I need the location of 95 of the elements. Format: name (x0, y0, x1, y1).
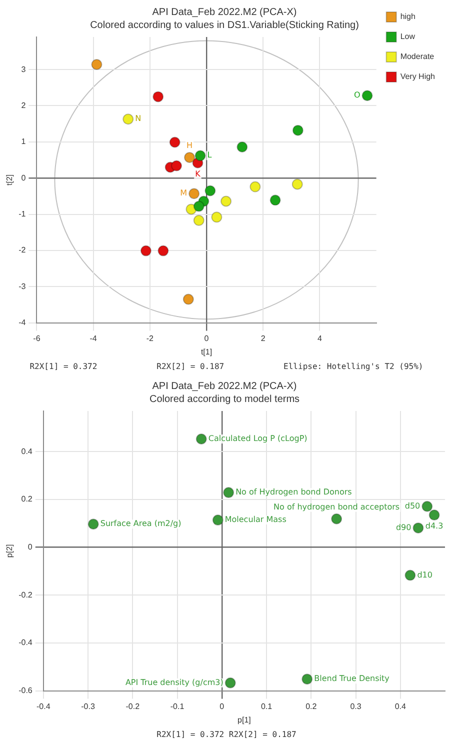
chart-subtitle: Colored according to values in DS1.Variable(Sticking Rating) (90, 20, 359, 31)
x-tick-label: 0.1 (260, 702, 273, 711)
point (196, 433, 207, 444)
annotation: K (195, 169, 202, 178)
y-tick-label: 0 (21, 173, 26, 182)
annotation: Surface Area (m2/g) (100, 519, 182, 528)
x-tick-label: 2 (260, 334, 266, 343)
chart-subtitle: Colored according to model terms (149, 394, 300, 405)
legend-label: Very High (400, 72, 436, 82)
y-tick-label: -0.4 (18, 638, 33, 648)
point (220, 196, 232, 207)
point (302, 674, 313, 685)
point (91, 58, 102, 70)
point (270, 194, 281, 206)
annotation: API True density (g/cm3) (125, 678, 224, 687)
text: R2X[1] = 0.372 (30, 362, 98, 370)
point (193, 214, 204, 226)
point (404, 570, 416, 581)
annotation: O (354, 90, 360, 100)
annotation: d50 (404, 501, 420, 510)
annotation: Calculated Log P (cLogP) (208, 434, 308, 444)
y-tick-label: 2 (21, 100, 26, 110)
point (194, 150, 206, 162)
point (158, 245, 169, 256)
point (152, 91, 164, 102)
y-tick-label: 3 (21, 64, 26, 74)
text: R2X[1] = 0.372 R2X[2] = 0.187 (156, 730, 296, 738)
y-tick-label: 0 (28, 542, 33, 552)
point (223, 487, 234, 498)
y-tick-label: -3 (18, 282, 26, 291)
annotation: Molecular Mass (224, 515, 286, 524)
annotation: d90 (396, 523, 412, 532)
y-tick-label: 0.2 (21, 494, 33, 504)
text: Ellipse: Hotelling's T2 (95%) (284, 362, 424, 370)
annotation: H (186, 141, 193, 150)
y-tick-label: -0.6 (18, 686, 33, 696)
y-axis-title: p[2] (5, 544, 14, 558)
y-tick-label: 1 (21, 137, 26, 146)
x-tick-label: -0.4 (36, 702, 51, 711)
point (236, 141, 248, 152)
point (250, 181, 261, 192)
x-tick-label: -6 (33, 334, 41, 343)
x-tick-label: 0.4 (394, 702, 406, 711)
x-tick-label: -2 (146, 334, 154, 343)
annotation: M (180, 188, 188, 198)
y-tick-label: -4 (18, 318, 26, 328)
point (88, 518, 99, 530)
x-tick-label: 0.2 (306, 702, 318, 711)
point (171, 160, 182, 172)
chart-title: API Data_Feb 2022.M2 (PCA-X) (152, 6, 297, 18)
x-tick-label: -0.3 (81, 702, 96, 711)
chart-title: API Data_Feb 2022.M2 (PCA-X) (152, 380, 297, 392)
x-tick-label: -0.2 (126, 702, 140, 711)
point (204, 185, 216, 196)
point (140, 245, 152, 256)
point (188, 188, 200, 200)
y-tick-label: -1 (18, 209, 26, 218)
x-axis-title: p[1] (238, 715, 251, 724)
legend-label: Low (400, 32, 416, 42)
y-tick-label: -0.2 (18, 590, 33, 600)
x-axis-title: t[1] (200, 347, 212, 356)
x-tick-label: -0.1 (170, 702, 185, 711)
point (211, 212, 222, 223)
point (122, 114, 134, 125)
legend-label: high (400, 12, 416, 22)
y-tick-label: -2 (18, 246, 26, 255)
annotation: d4.3 (425, 522, 444, 531)
point (224, 677, 236, 688)
annotation: d10 (417, 570, 432, 580)
text: R2X[2] = 0.187 (156, 362, 224, 370)
x-tick-label: 0 (204, 334, 210, 343)
annotation: L (207, 150, 212, 160)
y-tick-label: 0.4 (21, 446, 33, 456)
x-tick-label: 0.3 (350, 702, 362, 711)
point (184, 152, 196, 163)
y-axis-title: t[2] (5, 174, 14, 186)
annotation: N (135, 114, 142, 124)
point (412, 522, 424, 534)
x-tick-label: 0 (220, 702, 225, 711)
annotation: No of Hydrogen bond Donors (236, 488, 352, 497)
x-tick-label: 4 (317, 334, 322, 343)
point (362, 90, 373, 102)
point (422, 500, 433, 512)
legend-label: Moderate (400, 52, 435, 62)
point (331, 513, 342, 524)
annotation: Blend True Density (314, 674, 390, 684)
point (292, 124, 304, 136)
annotation: No of hydrogen bond acceptors (274, 502, 400, 512)
point (212, 514, 224, 526)
point (193, 200, 204, 212)
point (182, 294, 194, 305)
x-tick-label: -4 (90, 334, 98, 343)
point (292, 178, 303, 190)
point (428, 510, 440, 521)
point (169, 136, 180, 148)
